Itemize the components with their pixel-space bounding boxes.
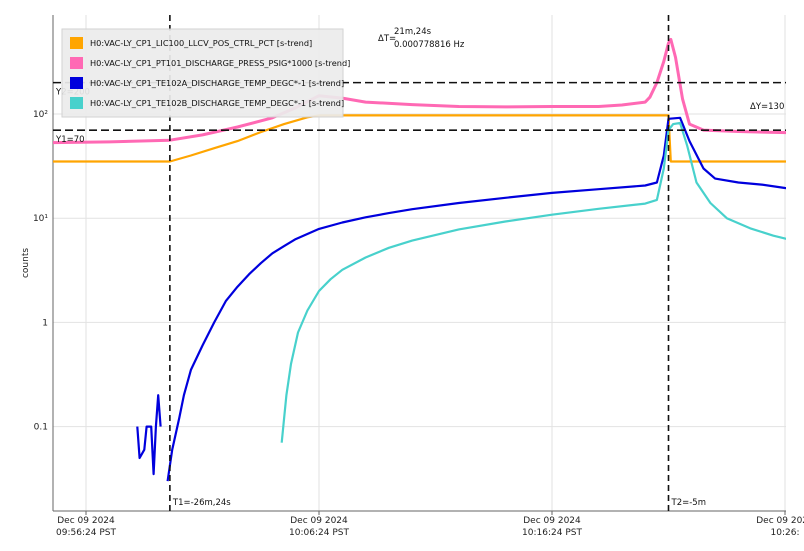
delta-t-freq: 0.000778816 Hz: [394, 40, 465, 50]
legend: H0:VAC-LY_CP1_LIC100_LLCV_POS_CTRL_PCT […: [61, 28, 350, 118]
legend-entry: H0:VAC-LY_CP1_LIC100_LLCV_POS_CTRL_PCT […: [90, 38, 312, 48]
cursor-T1-label: T1=-26m,24s: [172, 498, 231, 508]
legend-box: [61, 28, 344, 118]
x-tick-date: Dec 09 2024: [756, 516, 804, 526]
cursor-Y1-label: Y1=70: [55, 135, 85, 145]
y-axis-label: counts: [21, 248, 31, 278]
x-tick-time: 10:26:: [771, 528, 800, 538]
y-tick-label: 1: [42, 318, 48, 328]
delta-y-label: ΔY=130: [750, 102, 784, 112]
cursor-T2-label: T2=-5m: [671, 498, 706, 508]
delta-t-label: ΔT=: [378, 34, 396, 44]
legend-entry: H0:VAC-LY_CP1_TE102B_DISCHARGE_TEMP_DEGC…: [90, 98, 344, 108]
y-tick-label: 10¹: [33, 214, 48, 224]
x-tick-time: 10:06:24 PST: [289, 528, 349, 538]
series-line-0: [53, 114, 786, 163]
delta-t-value: 21m,24s: [394, 27, 432, 37]
x-tick-date: Dec 09 2024: [290, 516, 348, 526]
legend-swatch: [70, 77, 83, 89]
legend-swatch: [70, 97, 83, 109]
legend-swatch: [70, 57, 83, 69]
series-line-2: [166, 116, 786, 482]
x-tick-date: Dec 09 2024: [57, 516, 115, 526]
legend-entry: H0:VAC-LY_CP1_TE102A_DISCHARGE_TEMP_DEGC…: [90, 78, 344, 88]
y-tick-label: 10²: [33, 110, 48, 120]
x-tick-date: Dec 09 2024: [523, 516, 581, 526]
series-line-4: [136, 394, 162, 476]
x-tick-time: 10:16:24 PST: [522, 528, 582, 538]
legend-entry: H0:VAC-LY_CP1_PT101_DISCHARGE_PRESS_PSIG…: [90, 58, 350, 68]
series-line-3: [280, 121, 786, 443]
series-line-1: [53, 37, 786, 145]
legend-swatch: [70, 37, 83, 49]
y-tick-label: 0.1: [34, 423, 48, 433]
x-tick-time: 09:56:24 PST: [56, 528, 116, 538]
